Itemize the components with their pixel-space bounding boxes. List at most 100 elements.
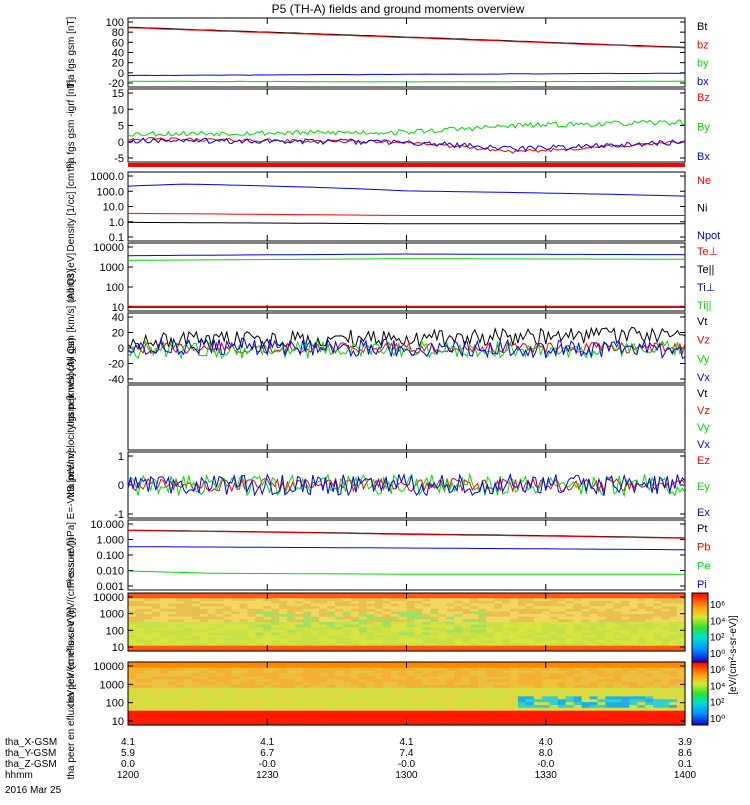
heatmap-cell xyxy=(422,679,431,683)
ephemeris-value: 1330 xyxy=(535,770,558,781)
heatmap-cell xyxy=(191,699,201,703)
heatmap-cell xyxy=(502,624,511,628)
heatmap-cell xyxy=(175,722,185,726)
heatmap-cell xyxy=(677,603,686,607)
y-tick-label: 1000.0 xyxy=(90,171,124,183)
heatmap-cell xyxy=(517,684,527,689)
y-tick-label: 0 xyxy=(118,68,124,80)
heatmap-cell xyxy=(342,684,352,689)
heatmap-cell xyxy=(239,664,248,669)
heatmap-cell xyxy=(454,699,463,703)
heatmap-cell xyxy=(374,693,384,697)
heatmap-cell xyxy=(589,593,599,597)
heatmap-cell xyxy=(199,635,209,639)
heatmap-cell xyxy=(279,662,288,666)
heatmap-cell xyxy=(247,593,256,597)
heatmap-cell xyxy=(143,598,153,602)
heatmap-cell xyxy=(358,713,368,717)
heatmap-cell xyxy=(462,614,471,618)
heatmap-cell xyxy=(438,595,447,599)
heatmap-cell xyxy=(525,722,535,726)
heatmap-cell xyxy=(677,693,686,697)
heatmap-cell xyxy=(215,622,225,626)
heatmap-cell xyxy=(319,629,328,634)
heatmap-cell xyxy=(136,598,145,602)
heatmap-cell xyxy=(470,603,479,607)
heatmap-cell xyxy=(669,640,678,644)
heatmap-cell xyxy=(350,643,360,647)
heatmap-cell xyxy=(303,611,312,615)
series-line-Ti⊥ xyxy=(127,253,686,257)
heatmap-cell xyxy=(207,616,217,620)
heatmap-cell xyxy=(613,670,622,675)
heatmap-cell xyxy=(645,606,654,610)
heatmap-cell xyxy=(374,629,384,634)
heatmap-cell xyxy=(175,622,185,626)
heatmap-cell xyxy=(382,670,392,675)
heatmap-cell xyxy=(637,598,646,602)
heatmap-cell xyxy=(279,699,288,703)
heatmap-cell xyxy=(311,667,320,672)
heatmap-cell xyxy=(295,696,304,700)
heatmap-cell xyxy=(422,640,431,644)
heatmap-cell xyxy=(430,705,439,709)
heatmap-cell xyxy=(669,719,678,723)
heatmap-cell xyxy=(215,713,225,717)
heatmap-cell xyxy=(645,632,654,636)
heatmap-cell xyxy=(319,622,328,626)
heatmap-cell xyxy=(382,676,392,680)
heatmap-cell xyxy=(382,614,392,618)
heatmap-cell xyxy=(486,632,495,636)
heatmap-cell xyxy=(334,616,344,620)
y-tick-label: 0.1 xyxy=(109,232,124,244)
heatmap-cell xyxy=(303,616,312,620)
heatmap-cell xyxy=(247,719,256,723)
heatmap-cell xyxy=(350,635,360,639)
heatmap-cell xyxy=(207,662,217,666)
heatmap-cell xyxy=(470,593,479,597)
heatmap-cell xyxy=(287,713,296,717)
heatmap-cell xyxy=(454,648,463,652)
heatmap-cell xyxy=(342,696,352,700)
heatmap-cell xyxy=(303,643,312,647)
heatmap-cell xyxy=(199,648,209,652)
heatmap-cell xyxy=(287,664,296,669)
heatmap-cell xyxy=(247,632,256,636)
y-axis-label: tha peer velocity gsm [km/s] (All Qs) xyxy=(66,337,77,497)
heatmap-cell xyxy=(366,690,376,695)
heatmap-cell xyxy=(478,632,487,636)
heatmap-cell xyxy=(215,643,225,647)
legend-label-Vt: Vt xyxy=(697,388,707,400)
heatmap-cell xyxy=(589,687,599,692)
heatmap-cell xyxy=(589,673,599,677)
heatmap-cell xyxy=(509,624,519,628)
heatmap-cell xyxy=(151,614,161,618)
heatmap-cell xyxy=(382,643,392,647)
heatmap-cell xyxy=(677,648,686,652)
y-tick-label: 0.010 xyxy=(96,566,124,578)
heatmap-cell xyxy=(541,606,551,610)
heatmap-cell xyxy=(549,716,559,720)
heatmap-cell xyxy=(398,635,408,639)
heatmap-cell xyxy=(303,713,312,717)
heatmap-cell xyxy=(390,595,400,599)
heatmap-cell xyxy=(398,667,408,672)
heatmap-cell xyxy=(470,705,479,709)
heatmap-cell xyxy=(406,682,416,686)
series-line-Vz xyxy=(127,341,686,356)
heatmap-cell xyxy=(517,632,527,636)
heatmap-cell xyxy=(525,645,535,649)
heatmap-cell xyxy=(231,664,240,669)
heatmap-cell xyxy=(565,719,575,723)
heatmap-cell xyxy=(303,687,312,692)
heatmap-cell xyxy=(645,627,654,631)
heatmap-cell xyxy=(621,606,630,610)
heatmap-cell xyxy=(247,705,256,709)
heatmap-cell xyxy=(486,595,495,599)
heatmap-cell xyxy=(382,699,392,703)
y-tick-label: -5 xyxy=(114,153,124,165)
heatmap-cell xyxy=(247,637,256,641)
heatmap-cell xyxy=(342,667,352,672)
